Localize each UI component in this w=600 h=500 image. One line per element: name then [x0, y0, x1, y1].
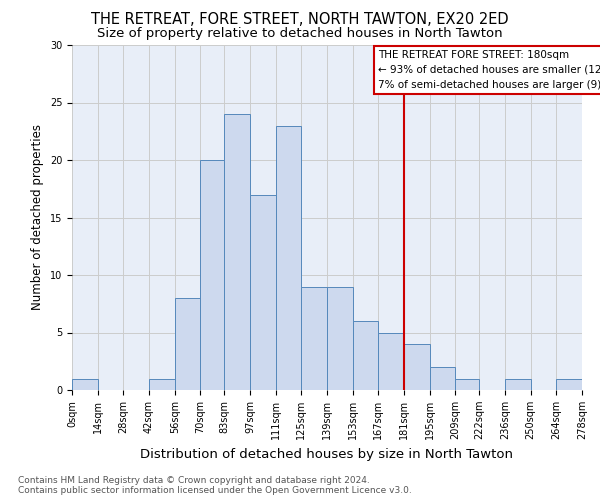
Bar [72, 378, 98, 390]
Bar [250, 194, 275, 390]
Bar [353, 321, 379, 390]
Text: Size of property relative to detached houses in North Tawton: Size of property relative to detached ho… [97, 28, 503, 40]
Text: THE RETREAT FORE STREET: 180sqm
← 93% of detached houses are smaller (121)
7% of: THE RETREAT FORE STREET: 180sqm ← 93% of… [378, 50, 600, 90]
Text: THE RETREAT, FORE STREET, NORTH TAWTON, EX20 2ED: THE RETREAT, FORE STREET, NORTH TAWTON, … [91, 12, 509, 28]
Bar [455, 378, 479, 390]
Bar [275, 126, 301, 390]
Bar [404, 344, 430, 390]
Bar [327, 286, 353, 390]
Bar [200, 160, 224, 390]
X-axis label: Distribution of detached houses by size in North Tawton: Distribution of detached houses by size … [140, 448, 514, 460]
Bar [175, 298, 200, 390]
Y-axis label: Number of detached properties: Number of detached properties [31, 124, 44, 310]
Bar [430, 367, 455, 390]
Bar [505, 378, 530, 390]
Bar [149, 378, 175, 390]
Text: Contains HM Land Registry data © Crown copyright and database right 2024.: Contains HM Land Registry data © Crown c… [18, 476, 370, 485]
Bar [224, 114, 250, 390]
Bar [301, 286, 327, 390]
Bar [379, 332, 404, 390]
Text: Contains public sector information licensed under the Open Government Licence v3: Contains public sector information licen… [18, 486, 412, 495]
Bar [556, 378, 582, 390]
